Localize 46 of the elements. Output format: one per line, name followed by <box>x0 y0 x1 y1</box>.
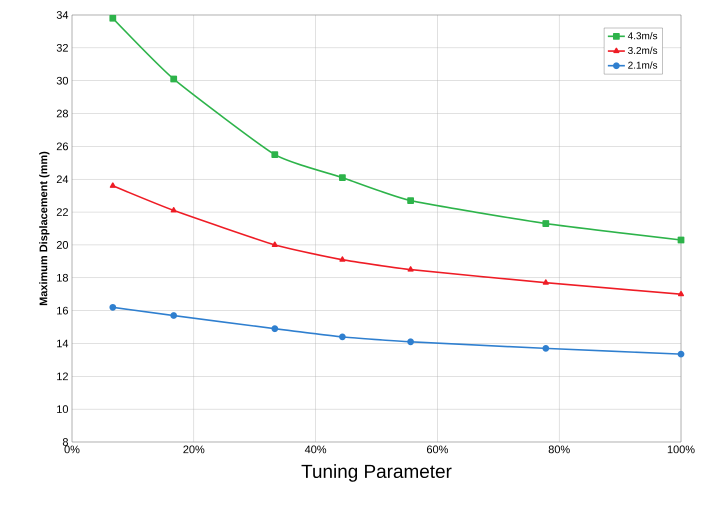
point <box>339 256 346 262</box>
legend-label: 2.1m/s <box>628 61 658 69</box>
point <box>109 304 116 311</box>
point <box>170 312 178 319</box>
point <box>678 236 684 244</box>
y-tick-label: 14 <box>57 340 68 348</box>
point <box>272 242 278 248</box>
x-tick-label: 80% <box>548 446 570 454</box>
point <box>678 350 684 358</box>
point <box>170 207 177 213</box>
x-tick-label: 100% <box>668 446 695 454</box>
point <box>170 76 178 82</box>
point <box>408 266 414 272</box>
y-tick-label: 22 <box>56 208 68 216</box>
y-tick-label: 12 <box>57 372 68 380</box>
y-tick-label: 30 <box>56 76 68 85</box>
point <box>542 220 550 227</box>
legend-label: 4.3m/s <box>628 32 658 40</box>
y-tick-label: 32 <box>56 44 68 52</box>
y-tick-label: 28 <box>56 110 68 118</box>
y-tick-label: 18 <box>57 274 68 282</box>
point <box>271 325 278 332</box>
point <box>542 279 549 285</box>
point <box>407 197 414 204</box>
y-tick-label: 34 <box>56 11 68 19</box>
y-tick-label: 8 <box>62 438 68 446</box>
point <box>339 174 346 181</box>
x-axis-title: Tuning Parameter <box>302 464 452 482</box>
y-tick-label: 26 <box>56 142 68 150</box>
x-tick-label: 60% <box>427 446 448 454</box>
point <box>542 344 550 352</box>
legend-label: 3.2m/s <box>628 46 658 54</box>
y-tick-label: 24 <box>56 175 68 184</box>
point <box>109 14 116 22</box>
point <box>110 182 116 188</box>
y-axis-title: Maximum Displacement (mm) <box>39 152 50 306</box>
x-tick-label: 0% <box>64 446 80 454</box>
y-tick-label: 16 <box>57 306 68 314</box>
x-tick-label: 20% <box>183 446 204 454</box>
x-tick-label: 40% <box>304 446 326 454</box>
point <box>271 151 278 158</box>
y-tick-label: 20 <box>56 241 68 249</box>
point <box>339 334 346 340</box>
point <box>678 290 684 296</box>
y-tick-label: 10 <box>57 405 68 414</box>
point <box>407 338 414 346</box>
